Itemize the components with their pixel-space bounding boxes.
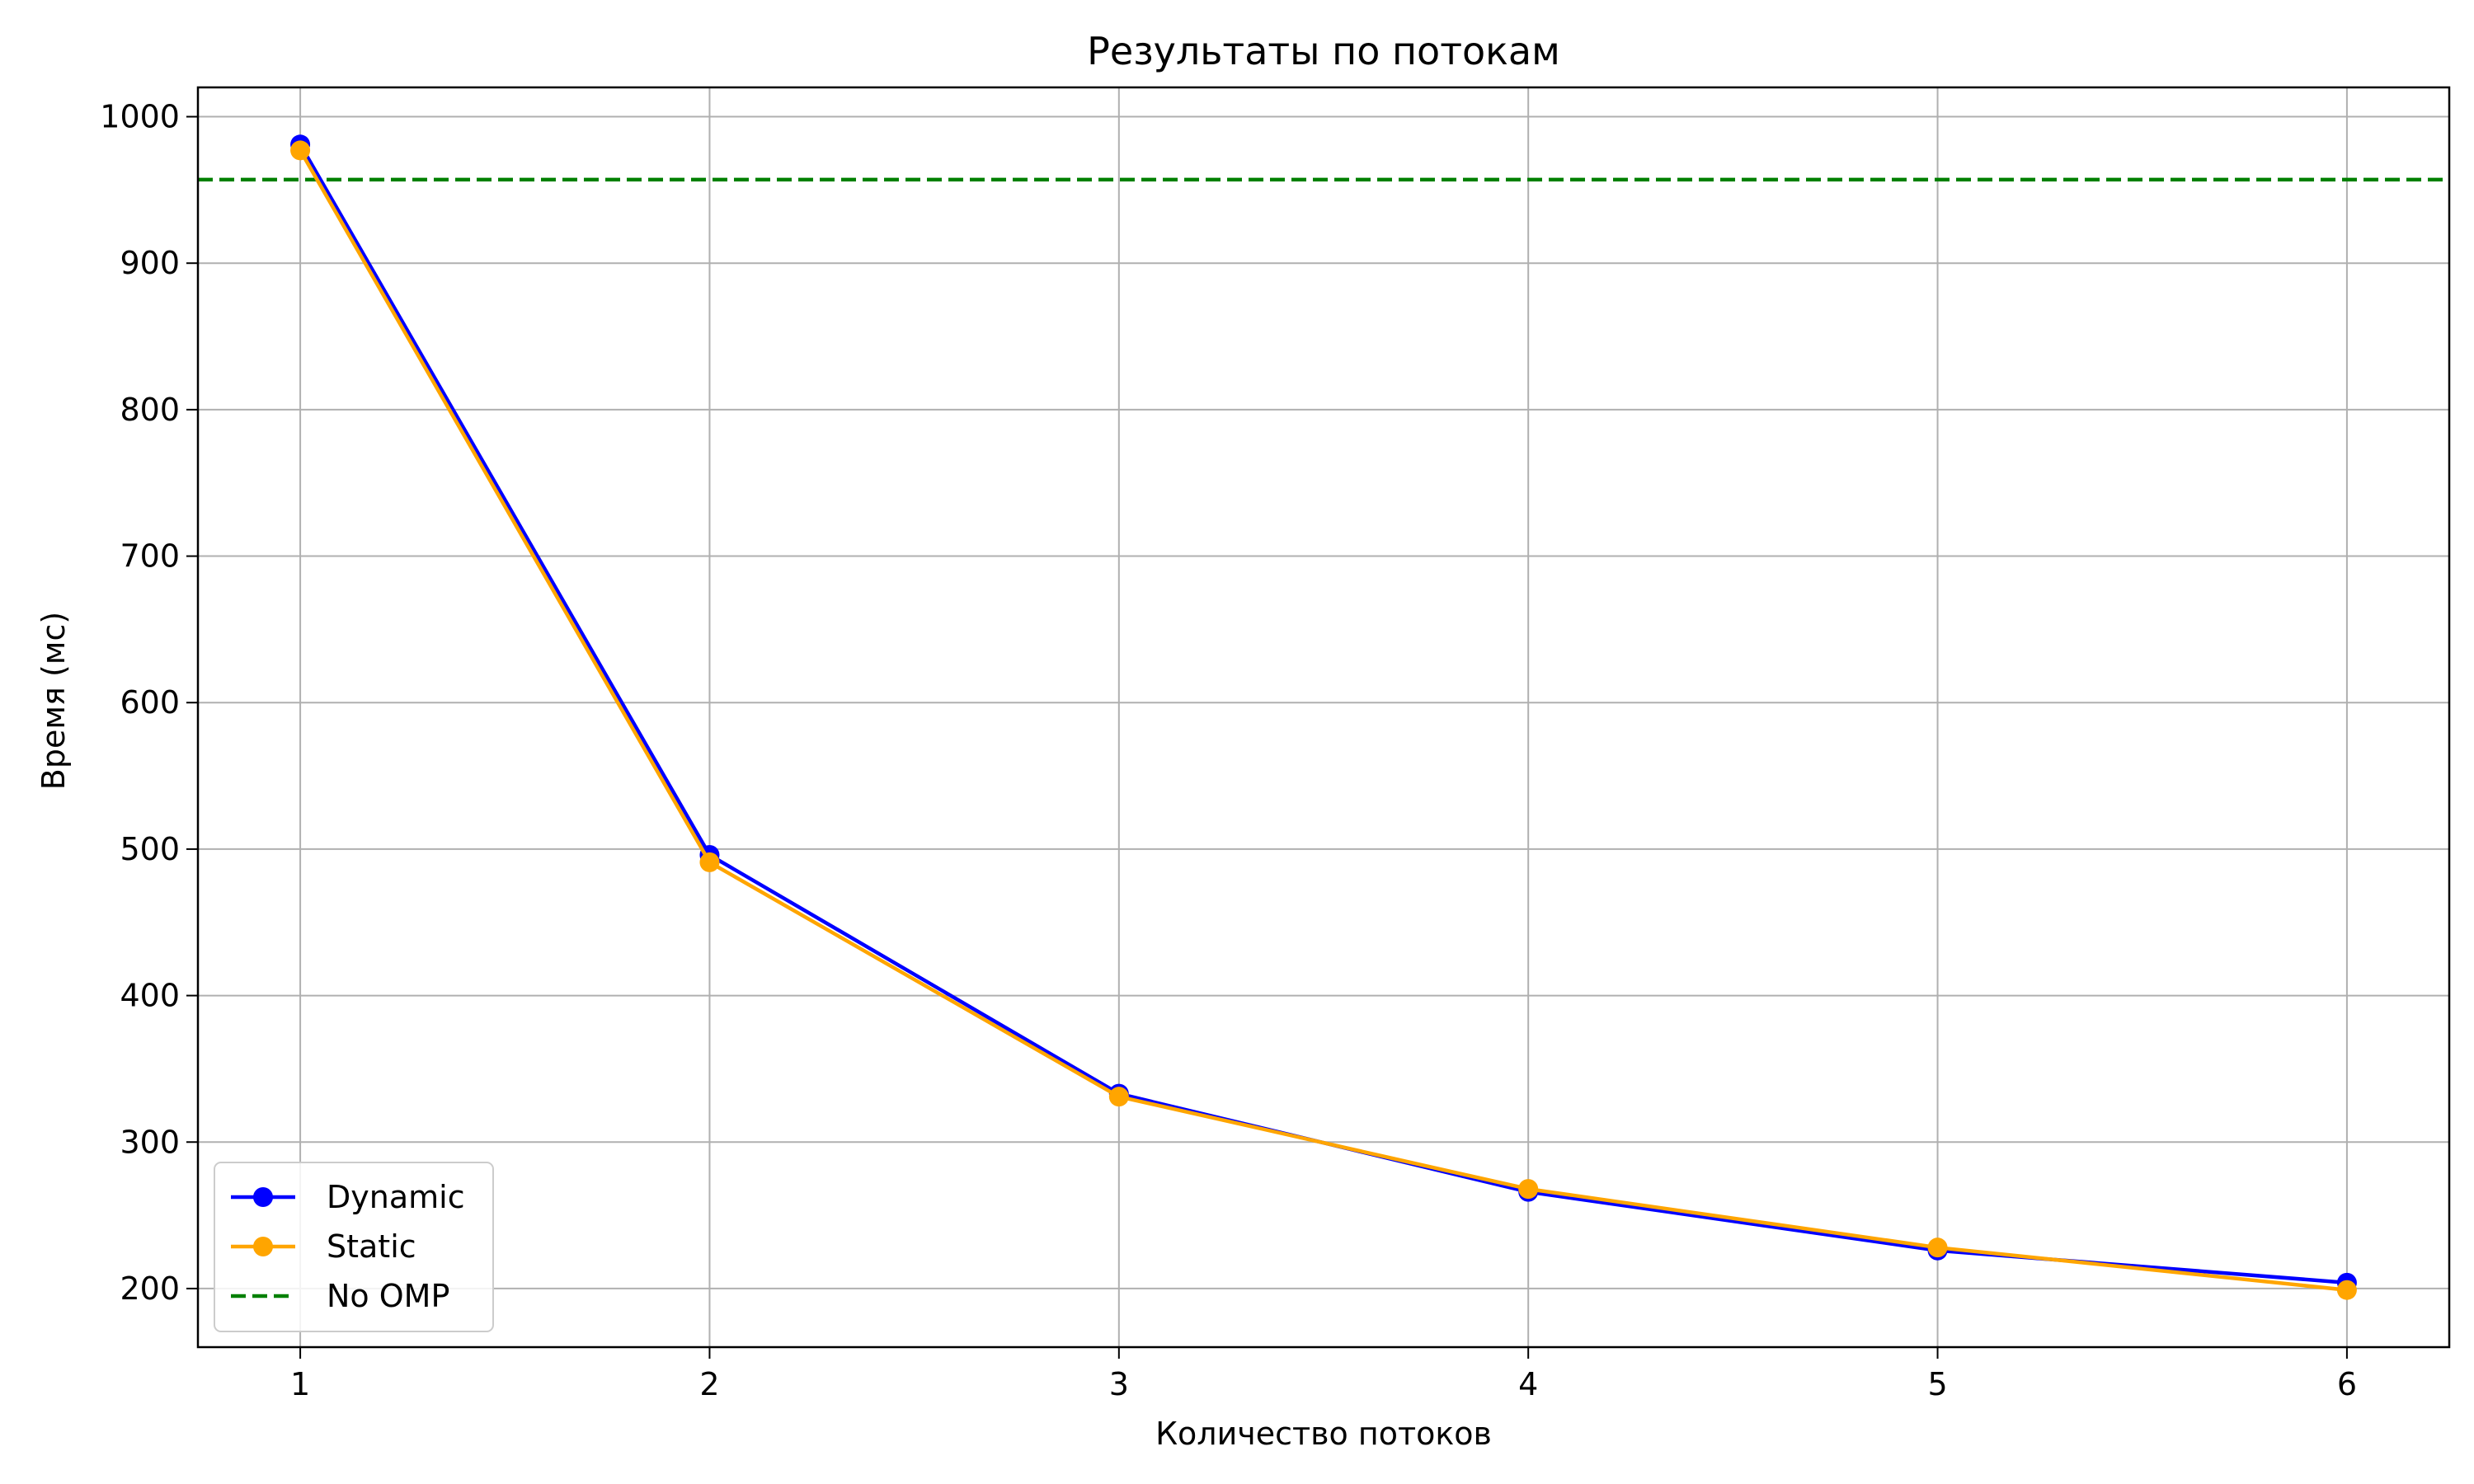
y-tick-label: 600: [120, 684, 180, 721]
y-axis-ticks: 200 300 400 500 600 700 800 900 1000: [100, 99, 198, 1307]
y-tick-label: 900: [120, 245, 180, 281]
series-layer: [290, 134, 2357, 1300]
legend-marker: [253, 1187, 273, 1207]
x-axis-ticks: 1 2 3 4 5 6: [290, 1347, 2357, 1402]
chart-title: Результаты по потокам: [1087, 29, 1560, 73]
y-axis-label: Время (мс): [35, 612, 72, 790]
legend-label: No OMP: [327, 1278, 449, 1314]
y-tick-label: 800: [120, 392, 180, 428]
data-point-static: [1927, 1237, 1948, 1258]
y-tick-label: 200: [120, 1270, 180, 1307]
plot-frame: [196, 86, 2451, 1349]
grid-lines: [198, 87, 2449, 1347]
legend: Dynamic Static No OMP: [214, 1162, 494, 1332]
data-point-static: [699, 852, 720, 872]
x-tick-label: 2: [699, 1366, 719, 1402]
y-tick-label: 300: [120, 1124, 180, 1160]
x-tick-label: 5: [1927, 1366, 1947, 1402]
y-tick-label: 1000: [100, 99, 180, 135]
series-static: [290, 140, 2357, 1300]
y-tick-label: 700: [120, 538, 180, 575]
legend-label: Dynamic: [327, 1179, 465, 1215]
legend-item: Dynamic: [231, 1179, 465, 1215]
legend-box: [214, 1162, 494, 1332]
x-tick-label: 3: [1109, 1366, 1129, 1402]
series-line-static: [299, 149, 2348, 1292]
data-point-static: [290, 140, 311, 161]
data-point-static: [1518, 1179, 1539, 1200]
data-point-static: [2336, 1280, 2357, 1300]
y-tick-label: 400: [120, 978, 180, 1014]
y-tick-label: 500: [120, 831, 180, 867]
x-tick-label: 6: [2337, 1366, 2357, 1402]
x-axis-label: Количество потоков: [1155, 1416, 1492, 1452]
x-tick-label: 4: [1518, 1366, 1538, 1402]
legend-marker: [253, 1237, 273, 1256]
data-point-static: [1108, 1087, 1129, 1107]
legend-label: Static: [327, 1228, 416, 1265]
x-tick-label: 1: [290, 1366, 310, 1402]
legend-item: Static: [231, 1228, 416, 1265]
legend-item: No OMP: [231, 1278, 449, 1314]
